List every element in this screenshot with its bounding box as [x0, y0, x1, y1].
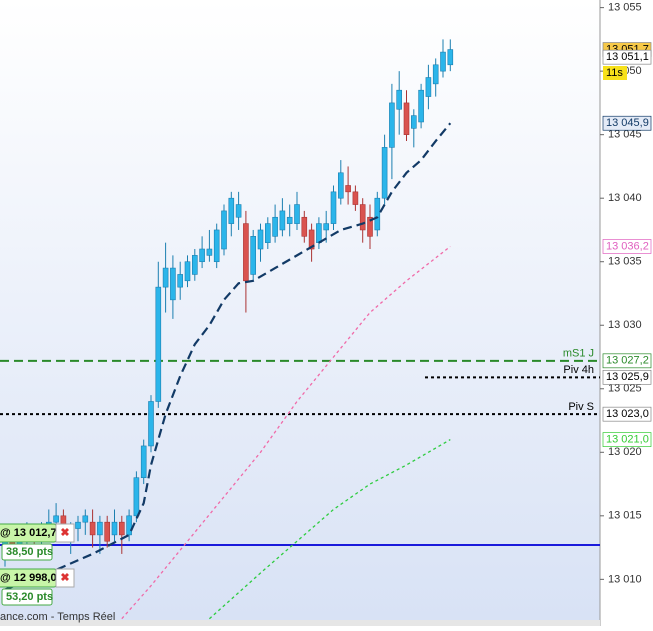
candle-body: [264, 223, 271, 243]
order-points: 53,20 pts: [6, 591, 53, 603]
candle-body: [184, 261, 191, 282]
price-tag-label: 13 023,0: [606, 408, 649, 420]
price-tag: [602, 115, 652, 131]
candle-body: [133, 477, 140, 517]
y-tick-label: 13 045: [608, 129, 642, 141]
candle-body: [228, 197, 235, 224]
level-label: Piv 4h: [563, 364, 594, 376]
price-tag: [602, 239, 652, 254]
candle-body: [177, 274, 183, 288]
candle-body: [323, 223, 330, 231]
candle-body: [111, 521, 118, 536]
timer-label: 11s: [606, 67, 623, 79]
candle-body: [162, 267, 169, 288]
candle-body: [126, 515, 132, 536]
candle-body: [301, 216, 308, 237]
candle-body: [199, 248, 205, 263]
candle-body: [286, 216, 293, 224]
candle-body: [75, 521, 81, 529]
candle-body: [206, 248, 213, 256]
candle-body: [352, 191, 359, 205]
y-tick-label: 13 010: [608, 573, 642, 585]
candle-body: [389, 102, 395, 148]
level-label: Piv S: [568, 401, 594, 413]
candle-body: [359, 204, 366, 231]
candle-body: [213, 229, 220, 263]
y-tick-label: 13 035: [608, 256, 642, 268]
candle-body: [440, 51, 446, 72]
footer: ance.com - Temps Réel: [0, 611, 115, 623]
candle-body: [418, 89, 424, 123]
candle-body: [330, 191, 337, 224]
candle-body: [82, 515, 89, 523]
candle-body: [367, 216, 373, 237]
price-tag: [602, 49, 652, 65]
candle-body: [381, 147, 388, 199]
order-price: @ 12 998,0: [0, 572, 57, 584]
candle-body: [235, 204, 242, 218]
order-points: 38,50 pts: [6, 546, 53, 558]
candle-body: [243, 223, 249, 282]
candle-body: [192, 255, 198, 275]
candle-body: [97, 521, 103, 536]
price-tag-label: 13 036,2: [606, 240, 649, 252]
level-label: mS1 J: [563, 348, 594, 360]
candle-body: [89, 521, 96, 536]
candle-body: [410, 115, 417, 129]
candle-body: [345, 185, 351, 193]
order-close[interactable]: [55, 523, 75, 543]
candle-body: [316, 223, 322, 243]
candle-body: [272, 216, 278, 237]
price-tag: [602, 432, 652, 447]
candle-body: [119, 521, 125, 536]
candle-body: [155, 286, 162, 402]
candle-body: [140, 445, 147, 479]
order-price: @ 13 012,7: [0, 527, 57, 539]
candle-body: [250, 236, 256, 275]
indicator-line: [121, 245, 451, 620]
order-close-icon: ✖: [60, 572, 69, 584]
candle-body: [308, 229, 315, 250]
y-tick-label: 13 040: [608, 192, 642, 204]
candle-body: [447, 49, 454, 66]
bottom-strip: [0, 620, 600, 626]
candle-body: [170, 267, 176, 301]
indicator-line: [208, 439, 451, 620]
axis-background: [600, 0, 653, 626]
price-tag-label: 13 027,2: [606, 355, 649, 367]
price-tag-label: 13 045,9: [606, 117, 649, 129]
candle-body: [403, 102, 410, 135]
price-tag: [602, 369, 652, 385]
price-tag: [602, 353, 652, 369]
y-tick-label: 13 055: [608, 2, 642, 14]
indicator-line: [4, 122, 452, 591]
candle-body: [425, 77, 432, 97]
candle-body: [374, 197, 381, 231]
candle-body: [432, 64, 439, 85]
y-tick-label: 13 030: [608, 319, 642, 331]
y-tick-label: 13 025: [608, 383, 642, 395]
candle-body: [396, 89, 403, 110]
price-tag-label: 13 025,9: [606, 371, 649, 383]
order-points-box: [1, 588, 53, 606]
price-tag-label: 13 051,1: [606, 51, 649, 63]
order-close-icon: ✖: [60, 527, 69, 539]
y-tick-label: 13 020: [608, 446, 642, 458]
timer-tag: [603, 66, 627, 80]
candle-body: [294, 204, 300, 224]
candle-body: [279, 210, 286, 231]
order-close[interactable]: [55, 568, 75, 588]
candle-body: [148, 401, 154, 447]
price-tag-label: 13 021,0: [606, 433, 649, 445]
candle-body: [221, 210, 227, 250]
candle-body: [337, 172, 344, 199]
price-tag: [602, 406, 652, 422]
order-points-box: [1, 543, 53, 561]
y-tick-label: 13 015: [608, 510, 642, 522]
candle-body: [53, 515, 59, 523]
candle-body: [257, 229, 264, 250]
candle-body: [104, 521, 110, 542]
